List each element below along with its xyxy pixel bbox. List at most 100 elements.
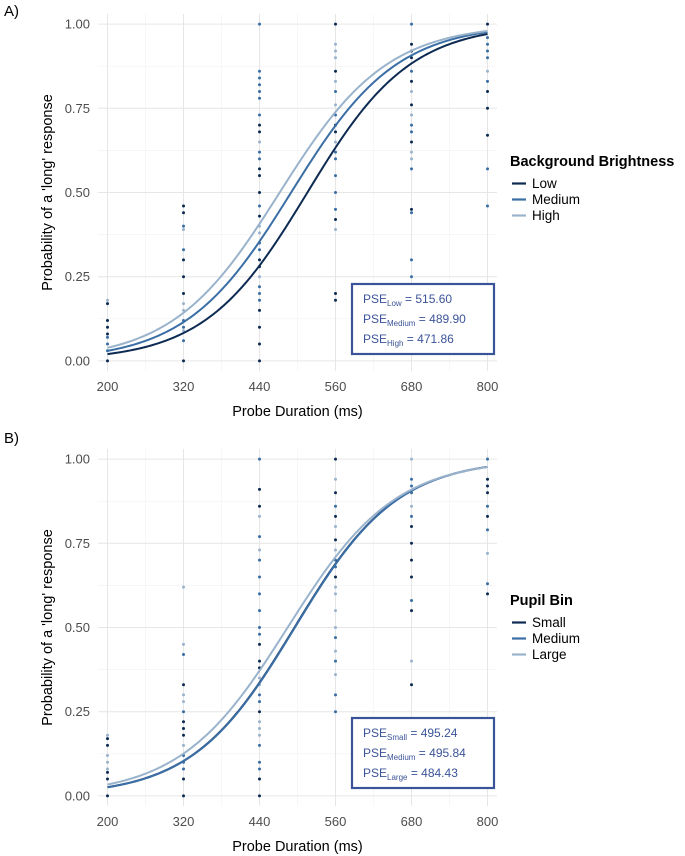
data-point <box>486 528 489 532</box>
data-point <box>486 514 489 518</box>
data-point <box>106 332 109 336</box>
data-point <box>410 477 413 481</box>
pse-value: = 471.86 <box>403 332 454 346</box>
data-point <box>258 214 261 218</box>
data-point <box>106 737 109 741</box>
data-point <box>486 133 489 137</box>
data-point <box>334 69 337 73</box>
pse-subscript: Large <box>387 773 408 782</box>
data-point <box>334 592 337 596</box>
data-point <box>182 359 185 363</box>
data-point <box>258 642 261 646</box>
pse-entry-medium: PSEMedium = 489.90 <box>363 312 466 328</box>
data-point <box>486 484 489 488</box>
data-point <box>258 760 261 764</box>
legend-label-low: Low <box>532 176 557 191</box>
data-point <box>334 228 337 232</box>
data-point <box>182 228 185 232</box>
data-point <box>106 318 109 322</box>
data-point <box>258 743 261 747</box>
data-point <box>410 113 413 117</box>
data-point <box>410 599 413 603</box>
data-point <box>410 484 413 488</box>
data-point <box>410 130 413 134</box>
data-point <box>106 760 109 764</box>
data-point <box>334 130 337 134</box>
pse-value: = 484.43 <box>407 766 458 780</box>
data-point <box>410 558 413 562</box>
data-point <box>258 258 261 262</box>
legend-title: Pupil Bin <box>510 593 573 609</box>
data-point <box>410 103 413 107</box>
data-point <box>106 302 109 306</box>
data-point <box>258 231 261 235</box>
pse-prefix: PSE <box>363 332 387 346</box>
data-point <box>334 636 337 640</box>
data-point <box>106 335 109 339</box>
data-point <box>258 727 261 731</box>
data-point <box>486 89 489 93</box>
pse-entry-large: PSELarge = 484.43 <box>363 766 458 782</box>
data-point <box>258 69 261 73</box>
y-tick-label: 0.50 <box>65 185 90 200</box>
y-axis-title: Probability of a 'long' response <box>40 94 56 291</box>
data-point <box>258 167 261 171</box>
data-point <box>410 457 413 461</box>
data-point <box>258 794 261 798</box>
data-point <box>334 477 337 481</box>
data-point <box>182 585 185 589</box>
data-point <box>258 140 261 144</box>
data-point <box>334 298 337 302</box>
data-point <box>182 329 185 333</box>
data-point <box>410 167 413 171</box>
fit-curves <box>107 465 488 789</box>
data-point <box>410 275 413 279</box>
x-tick-label: 440 <box>249 379 271 394</box>
data-point <box>486 49 489 53</box>
data-point <box>182 325 185 329</box>
data-point <box>410 56 413 60</box>
data-point <box>410 22 413 26</box>
data-point <box>486 167 489 171</box>
data-point <box>258 514 261 518</box>
data-point <box>106 777 109 781</box>
data-point <box>334 585 337 589</box>
data-point <box>486 504 489 508</box>
data-point <box>334 140 337 144</box>
data-point <box>258 275 261 279</box>
data-point <box>258 83 261 87</box>
data-point <box>106 342 109 346</box>
data-point <box>258 113 261 117</box>
data-point <box>182 693 185 697</box>
panel-label: A) <box>4 3 19 20</box>
fit-curve-medium <box>107 31 488 352</box>
data-point <box>258 174 261 178</box>
legend-label-high: High <box>532 208 560 223</box>
data-point <box>410 89 413 93</box>
x-tick-label: 680 <box>401 814 423 829</box>
data-point <box>486 551 489 555</box>
data-point <box>334 207 337 211</box>
x-tick-label: 800 <box>477 814 499 829</box>
data-point <box>486 106 489 110</box>
data-point <box>258 22 261 26</box>
data-point <box>334 292 337 296</box>
data-point <box>334 56 337 60</box>
data-point <box>410 524 413 528</box>
pse-subscript: Small <box>387 733 407 742</box>
data-point <box>334 514 337 518</box>
y-tick-label: 0.00 <box>65 788 90 803</box>
data-point <box>410 207 413 211</box>
data-point <box>486 69 489 73</box>
data-point <box>258 359 261 363</box>
data-point <box>486 36 489 40</box>
data-point <box>258 96 261 100</box>
data-point <box>410 157 413 161</box>
data-points <box>106 457 489 798</box>
data-point <box>334 49 337 53</box>
data-point <box>334 609 337 613</box>
pse-prefix: PSE <box>363 766 387 780</box>
data-point <box>182 683 185 687</box>
